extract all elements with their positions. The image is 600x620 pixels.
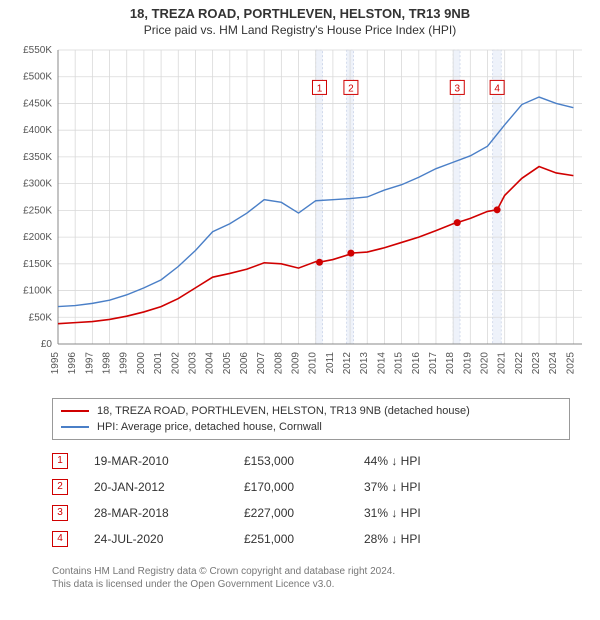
- transaction-row: 4 24-JUL-2020£251,00028% ↓ HPI: [52, 526, 552, 552]
- tx-marker: 2: [52, 479, 68, 495]
- legend-label-hpi: HPI: Average price, detached house, Corn…: [97, 421, 322, 433]
- legend-row-hpi: HPI: Average price, detached house, Corn…: [61, 419, 561, 435]
- transaction-row: 2 20-JAN-2012£170,00037% ↓ HPI: [52, 474, 552, 500]
- x-tick-label: 2023: [531, 352, 542, 375]
- tx-marker: 3: [52, 505, 68, 521]
- transaction-row: 3 28-MAR-2018£227,00031% ↓ HPI: [52, 500, 552, 526]
- series-dot: [494, 206, 501, 213]
- footer-line1: Contains HM Land Registry data © Crown c…: [52, 565, 552, 578]
- x-tick-label: 2019: [462, 352, 473, 375]
- y-tick-label: £450K: [23, 98, 52, 109]
- x-tick-label: 2020: [480, 352, 491, 375]
- x-tick-label: 2006: [239, 352, 250, 375]
- legend-swatch-property: [61, 410, 89, 412]
- legend: 18, TREZA ROAD, PORTHLEVEN, HELSTON, TR1…: [52, 398, 570, 440]
- y-tick-label: £200K: [23, 232, 52, 243]
- chart-area: £0 £50K £100K £150K £200K £250K £300K £350K £400…: [10, 44, 590, 390]
- x-tick-label: 2003: [187, 352, 198, 375]
- y-tick-label: £350K: [23, 152, 52, 163]
- x-tick-label: 2021: [497, 352, 508, 375]
- x-tick-label: 1999: [119, 352, 130, 375]
- chart-marker-label: 2: [348, 83, 354, 94]
- tx-marker: 4: [52, 531, 68, 547]
- y-tick-label: £400K: [23, 125, 52, 136]
- tx-diff: 44% ↓ HPI: [364, 454, 484, 468]
- legend-swatch-hpi: [61, 426, 89, 428]
- chart-marker-label: 4: [494, 83, 500, 94]
- y-tick-label: £0: [41, 339, 53, 350]
- tx-date: 24-JUL-2020: [94, 532, 244, 546]
- tx-price: £251,000: [244, 532, 364, 546]
- chart-marker-label: 1: [317, 83, 323, 94]
- footer: Contains HM Land Registry data © Crown c…: [52, 565, 552, 591]
- y-tick-label: £500K: [23, 72, 52, 83]
- tx-diff: 28% ↓ HPI: [364, 532, 484, 546]
- y-tick-label: £300K: [23, 179, 52, 190]
- x-tick-label: 1998: [102, 352, 113, 375]
- legend-label-property: 18, TREZA ROAD, PORTHLEVEN, HELSTON, TR1…: [97, 405, 470, 417]
- x-tick-label: 2015: [394, 352, 405, 375]
- x-tick-label: 2017: [428, 352, 439, 375]
- series-dot: [347, 250, 354, 257]
- x-tick-label: 2000: [136, 352, 147, 375]
- x-tick-label: 2004: [205, 352, 216, 375]
- x-tick-label: 2001: [153, 352, 164, 375]
- x-tick-label: 2013: [359, 352, 370, 375]
- series-dot: [454, 219, 461, 226]
- tx-price: £170,000: [244, 480, 364, 494]
- y-tick-label: £150K: [23, 259, 52, 270]
- tx-date: 19-MAR-2010: [94, 454, 244, 468]
- legend-row-property: 18, TREZA ROAD, PORTHLEVEN, HELSTON, TR1…: [61, 403, 561, 419]
- title-line1: 18, TREZA ROAD, PORTHLEVEN, HELSTON, TR1…: [0, 6, 600, 21]
- transactions-table: 1 19-MAR-2010£153,00044% ↓ HPI 2 20-JAN-201…: [52, 448, 552, 552]
- x-tick-label: 2010: [308, 352, 319, 375]
- y-tick-label: £100K: [23, 286, 52, 297]
- x-tick-label: 2009: [291, 352, 302, 375]
- x-tick-label: 2007: [256, 352, 267, 375]
- x-tick-label: 2014: [376, 352, 387, 375]
- x-tick-label: 2002: [170, 352, 181, 375]
- x-tick-label: 2011: [325, 352, 336, 374]
- x-tick-label: 2008: [273, 352, 284, 375]
- x-tick-label: 2005: [222, 352, 233, 375]
- series-dot: [316, 259, 323, 266]
- x-tick-label: 2025: [565, 352, 576, 375]
- x-tick-label: 1996: [67, 352, 78, 375]
- y-tick-label: £50K: [29, 312, 53, 323]
- x-tick-label: 2012: [342, 352, 353, 375]
- x-tick-label: 1997: [84, 352, 95, 375]
- x-tick-label: 2018: [445, 352, 456, 375]
- x-tick-label: 1995: [50, 352, 61, 375]
- tx-price: £227,000: [244, 506, 364, 520]
- tx-diff: 37% ↓ HPI: [364, 480, 484, 494]
- chart-titles: 18, TREZA ROAD, PORTHLEVEN, HELSTON, TR1…: [0, 0, 600, 37]
- transaction-row: 1 19-MAR-2010£153,00044% ↓ HPI: [52, 448, 552, 474]
- chart-svg: £0 £50K £100K £150K £200K £250K £300K £350K £400…: [10, 44, 590, 390]
- tx-marker: 1: [52, 453, 68, 469]
- tx-date: 28-MAR-2018: [94, 506, 244, 520]
- chart-marker-label: 3: [454, 83, 460, 94]
- y-tick-label: £250K: [23, 205, 52, 216]
- y-tick-label: £550K: [23, 45, 52, 56]
- tx-date: 20-JAN-2012: [94, 480, 244, 494]
- tx-price: £153,000: [244, 454, 364, 468]
- footer-line2: This data is licensed under the Open Gov…: [52, 578, 552, 591]
- x-tick-label: 2016: [411, 352, 422, 375]
- x-tick-label: 2022: [514, 352, 525, 375]
- x-tick-label: 2024: [548, 352, 559, 375]
- tx-diff: 31% ↓ HPI: [364, 506, 484, 520]
- title-line2: Price paid vs. HM Land Registry's House …: [0, 23, 600, 37]
